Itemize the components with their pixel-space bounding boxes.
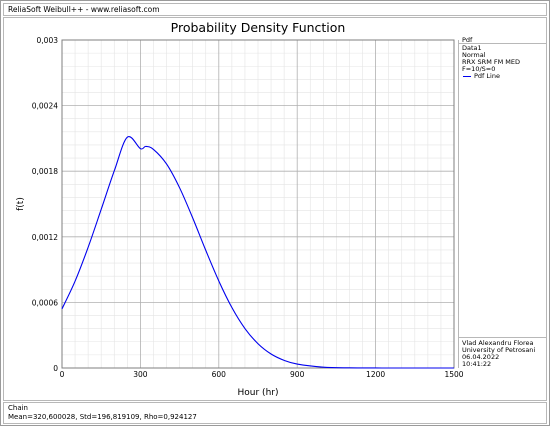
legend-panel: Pdf Data1 Normal RRX SRM FM MED F=10/S=0… [458, 36, 547, 368]
plot-area [3, 17, 547, 401]
y-tick-label: 0,0012 [32, 233, 58, 242]
footer-stats: Mean=320,600028, Std=196,819109, Rho=0,9… [8, 413, 197, 421]
signature-divider [459, 337, 547, 338]
y-tick-label: 0,0024 [32, 102, 58, 111]
y-tick-label: 0,0018 [32, 167, 58, 176]
legend-series-swatch [463, 76, 471, 77]
y-axis-label: f(t) [16, 197, 26, 211]
chart-title: Probability Density Function [171, 20, 346, 35]
header-bar: ReliaSoft Weibull++ - www.reliasoft.com [3, 3, 547, 16]
y-tick-label: 0 [53, 364, 58, 373]
legend-line: Normal [462, 51, 486, 59]
series-layer [61, 136, 454, 369]
legend-divider [459, 43, 547, 44]
tick-layer: 0 300 600 900 1200 1500 0 0,0006 0,0012 0,0018 0,0… [32, 36, 464, 379]
signature-line: University of Petrosani [462, 346, 536, 354]
grid-layer [62, 40, 454, 368]
x-axis-label: Hour (hr) [238, 388, 279, 398]
signature-line: 06.04.2022 [462, 353, 500, 361]
footer-label: Chain [8, 404, 28, 412]
signature-line: Vlad Alexandru Florea [462, 339, 534, 347]
plot-border [61, 39, 455, 369]
x-tick-label: 600 [212, 370, 227, 379]
legend-title: Pdf [462, 36, 473, 44]
legend-line: F=10/S=0 [462, 65, 496, 73]
x-tick-label: 300 [133, 370, 148, 379]
signature-line: 10:41:22 [462, 360, 492, 368]
footer-bar: Chain Mean=320,600028, Std=196,819109, R… [3, 402, 547, 424]
legend-line: Data1 [462, 44, 482, 52]
x-tick-label: 1200 [366, 370, 385, 379]
y-tick-label: 0,003 [37, 36, 59, 45]
x-tick-label: 0 [60, 370, 65, 379]
x-tick-label: 900 [290, 370, 305, 379]
y-tick-label: 0,0006 [32, 298, 58, 307]
legend-series-label: Pdf Line [474, 72, 500, 80]
header-text: ReliaSoft Weibull++ - www.reliasoft.com [8, 5, 160, 14]
pdf-series-line [61, 136, 454, 369]
x-tick-label: 1500 [444, 370, 463, 379]
legend-line: RRX SRM FM MED [462, 58, 521, 66]
